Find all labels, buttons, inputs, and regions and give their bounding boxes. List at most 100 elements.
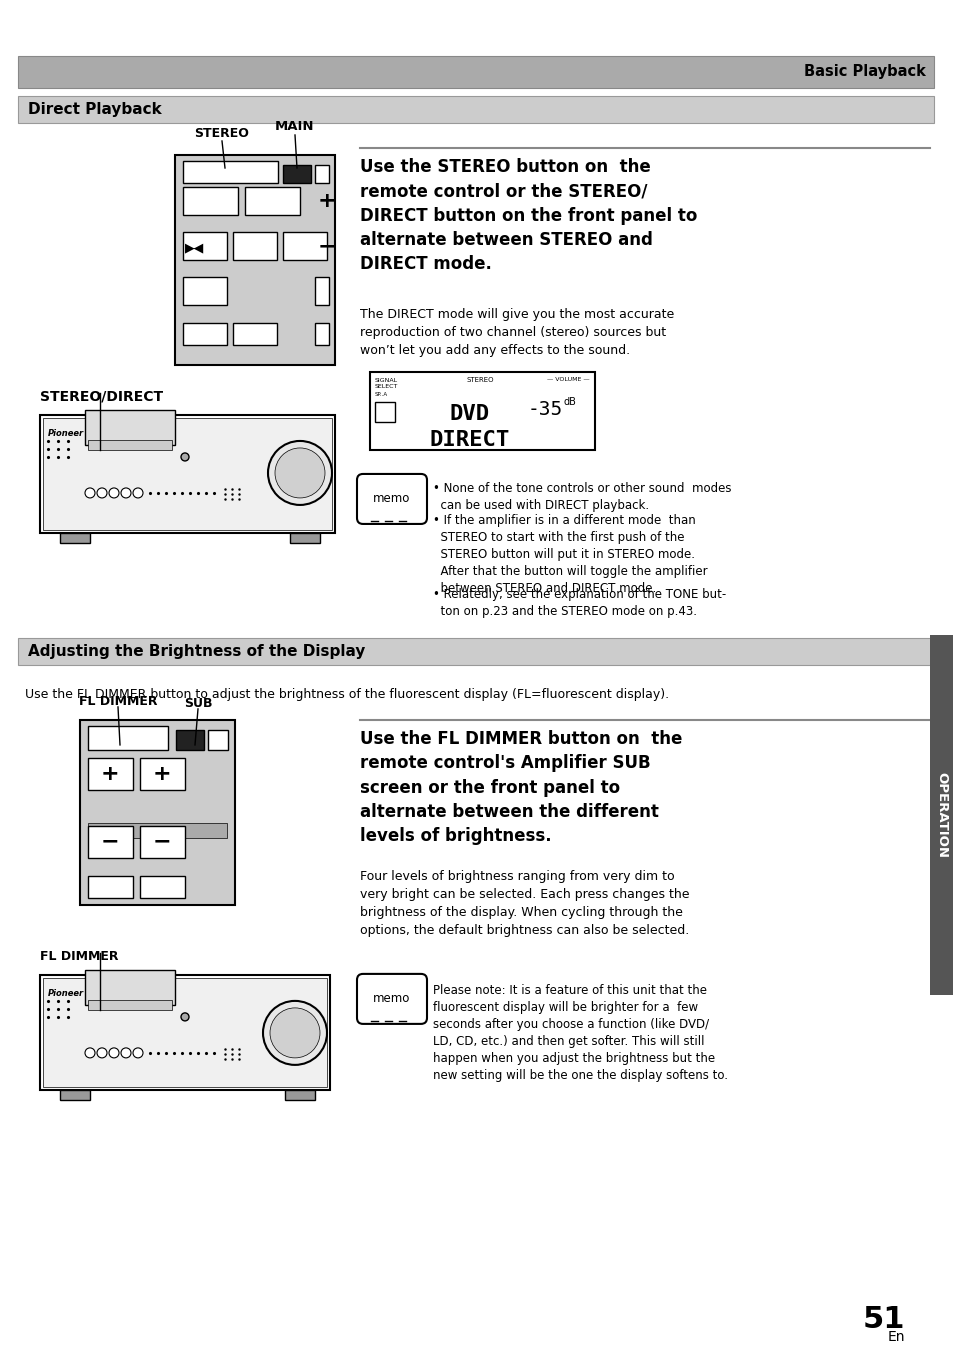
Circle shape	[270, 1008, 319, 1058]
Bar	[285, 1091, 314, 1100]
Text: Use the FL DIMMER button on  the
remote control's Amplifier SUB
screen or the fr: Use the FL DIMMER button on the remote c…	[359, 729, 681, 845]
Circle shape	[132, 1047, 143, 1058]
Circle shape	[121, 1047, 131, 1058]
Bar	[174, 155, 335, 365]
Text: STEREO/DIRECT: STEREO/DIRECT	[40, 390, 163, 404]
FancyBboxPatch shape	[356, 474, 427, 524]
Text: OPERATION: OPERATION	[935, 772, 947, 857]
Bar	[183, 324, 227, 345]
Circle shape	[263, 1002, 327, 1065]
Bar	[290, 532, 319, 543]
Text: SP..A: SP..A	[375, 392, 388, 396]
Text: Pioneer: Pioneer	[48, 429, 84, 438]
Bar	[60, 1091, 90, 1100]
Bar	[88, 758, 132, 790]
Text: -35: -35	[527, 400, 562, 419]
Text: −: −	[152, 832, 172, 852]
Text: Basic Playback: Basic Playback	[803, 65, 925, 80]
FancyBboxPatch shape	[356, 973, 427, 1024]
Bar	[929, 635, 953, 995]
Bar	[175, 729, 204, 749]
Text: STEREO: STEREO	[466, 377, 494, 383]
Text: DIRECT: DIRECT	[430, 430, 510, 450]
Bar	[140, 876, 185, 898]
Text: +: +	[101, 764, 119, 785]
Text: Pioneer: Pioneer	[48, 989, 84, 998]
Text: 51: 51	[862, 1305, 904, 1335]
Bar	[40, 415, 335, 532]
Text: memo: memo	[373, 492, 410, 506]
Text: • Relatedly, see the explanation of the TONE but-
  ton on p.23 and the STEREO m: • Relatedly, see the explanation of the …	[433, 588, 725, 617]
Bar	[314, 324, 329, 345]
Bar	[183, 160, 277, 183]
Circle shape	[97, 1047, 107, 1058]
Bar	[88, 826, 132, 857]
Bar	[140, 826, 185, 857]
Text: Please note: It is a feature of this unit that the
fluorescent display will be b: Please note: It is a feature of this uni…	[433, 984, 727, 1082]
Circle shape	[274, 448, 325, 497]
Bar	[85, 410, 174, 445]
Bar	[43, 418, 332, 530]
Text: Adjusting the Brightness of the Display: Adjusting the Brightness of the Display	[28, 644, 365, 659]
Bar	[183, 276, 227, 305]
Circle shape	[181, 1012, 189, 1020]
Text: STEREO: STEREO	[194, 127, 249, 140]
Bar	[208, 729, 228, 749]
Text: ▶◀: ▶◀	[185, 241, 204, 255]
Text: +: +	[317, 191, 336, 212]
Bar	[88, 439, 172, 450]
Bar	[43, 977, 327, 1086]
Text: MAIN: MAIN	[275, 120, 314, 133]
Text: En: En	[886, 1330, 904, 1344]
Text: Direct Playback: Direct Playback	[28, 102, 162, 117]
Circle shape	[109, 1047, 119, 1058]
Bar	[88, 727, 168, 749]
Text: FL DIMMER: FL DIMMER	[40, 950, 118, 962]
Text: Four levels of brightness ranging from very dim to
very bright can be selected. : Four levels of brightness ranging from v…	[359, 869, 689, 937]
Text: −: −	[317, 236, 336, 256]
Circle shape	[85, 1047, 95, 1058]
Bar	[85, 971, 174, 1004]
Bar	[18, 57, 933, 88]
Text: • If the amplifier is in a different mode  than
  STEREO to start with the first: • If the amplifier is in a different mod…	[433, 514, 707, 594]
Circle shape	[109, 488, 119, 497]
Bar	[60, 532, 90, 543]
Bar	[88, 1000, 172, 1010]
Text: −: −	[101, 832, 119, 852]
Bar	[140, 758, 185, 790]
Circle shape	[85, 488, 95, 497]
Bar	[375, 402, 395, 422]
Circle shape	[132, 488, 143, 497]
Text: DVD: DVD	[450, 404, 490, 425]
Bar	[245, 187, 299, 214]
Circle shape	[97, 488, 107, 497]
Bar	[314, 164, 329, 183]
Text: dB: dB	[563, 396, 576, 407]
Text: +: +	[152, 764, 172, 785]
Bar	[183, 187, 237, 214]
Bar	[18, 96, 933, 123]
Circle shape	[121, 488, 131, 497]
Bar	[40, 975, 330, 1091]
Bar	[88, 822, 227, 838]
Bar	[183, 232, 227, 260]
Text: SUB: SUB	[184, 697, 212, 710]
Bar	[18, 638, 933, 665]
Text: memo: memo	[373, 992, 410, 1006]
Text: • None of the tone controls or other sound  modes
  can be used with DIRECT play: • None of the tone controls or other sou…	[433, 483, 731, 512]
Bar	[370, 372, 595, 450]
Text: Use the STEREO button on  the
remote control or the STEREO/
DIRECT button on the: Use the STEREO button on the remote cont…	[359, 158, 697, 274]
Bar	[88, 876, 132, 898]
Text: — VOLUME —: — VOLUME —	[547, 377, 589, 381]
Bar	[233, 232, 276, 260]
Text: SIGNAL
SELECT: SIGNAL SELECT	[375, 377, 398, 388]
Text: Use the FL DIMMER button to adjust the brightness of the fluorescent display (FL: Use the FL DIMMER button to adjust the b…	[25, 687, 668, 701]
Text: FL DIMMER: FL DIMMER	[79, 696, 157, 708]
Bar	[314, 276, 329, 305]
Bar	[233, 324, 276, 345]
Circle shape	[268, 441, 332, 506]
Text: The DIRECT mode will give you the most accurate
reproduction of two channel (ste: The DIRECT mode will give you the most a…	[359, 307, 674, 357]
Bar	[80, 720, 234, 905]
Bar	[283, 164, 311, 183]
Bar	[283, 232, 327, 260]
